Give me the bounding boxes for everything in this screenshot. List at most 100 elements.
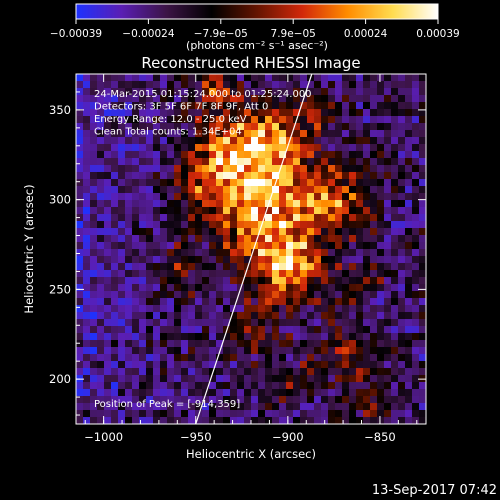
heatmap-cell <box>216 221 224 229</box>
heatmap-cell <box>405 235 413 243</box>
heatmap-cell <box>279 382 287 390</box>
heatmap-cell <box>391 403 399 411</box>
heatmap-cell <box>223 228 231 236</box>
heatmap-cell <box>153 130 161 138</box>
heatmap-cell <box>104 368 112 376</box>
heatmap-cell <box>146 74 154 82</box>
heatmap-cell <box>181 361 189 369</box>
heatmap-cell <box>405 144 413 152</box>
heatmap-cell <box>384 403 392 411</box>
heatmap-cell <box>76 158 84 166</box>
heatmap-cell <box>300 137 308 145</box>
heatmap-cell <box>328 375 336 383</box>
heatmap-cell <box>342 298 350 306</box>
heatmap-cell <box>111 277 119 285</box>
heatmap-cell <box>363 403 371 411</box>
heatmap-cell <box>328 396 336 404</box>
heatmap-cell <box>279 179 287 187</box>
heatmap-cell <box>384 417 392 424</box>
heatmap-cell <box>139 95 147 103</box>
heatmap-cell <box>118 214 126 222</box>
heatmap-cell <box>321 256 329 264</box>
heatmap-cell <box>195 263 203 271</box>
heatmap-cell <box>286 207 294 215</box>
heatmap-cell <box>419 277 426 285</box>
heatmap-cell <box>209 326 217 334</box>
heatmap-cell <box>405 277 413 285</box>
heatmap-cell <box>237 214 245 222</box>
heatmap-cell <box>384 214 392 222</box>
heatmap-cell <box>237 109 245 117</box>
heatmap-cell <box>342 284 350 292</box>
heatmap-cell <box>139 305 147 313</box>
heatmap-cell <box>90 270 98 278</box>
heatmap-cell <box>384 291 392 299</box>
heatmap-cell <box>216 256 224 264</box>
heatmap-cell <box>363 270 371 278</box>
heatmap-cell <box>293 256 301 264</box>
heatmap-cell <box>174 81 182 89</box>
heatmap-cell <box>237 347 245 355</box>
heatmap-cell <box>384 144 392 152</box>
heatmap-cell <box>405 291 413 299</box>
heatmap-cell <box>111 186 119 194</box>
heatmap-cell <box>412 298 420 306</box>
heatmap-cell <box>279 270 287 278</box>
heatmap-cell <box>293 298 301 306</box>
heatmap-cell <box>97 200 105 208</box>
heatmap-cell <box>314 347 322 355</box>
heatmap-cell <box>139 116 147 124</box>
heatmap-cell <box>342 333 350 341</box>
heatmap-cell <box>321 81 329 89</box>
heatmap-cell <box>118 95 126 103</box>
heatmap-cell <box>167 207 175 215</box>
heatmap-cell <box>153 256 161 264</box>
heatmap-cell <box>370 130 378 138</box>
heatmap-cell <box>391 417 399 424</box>
heatmap-cell <box>349 116 357 124</box>
heatmap-cell <box>272 109 280 117</box>
heatmap-cell <box>293 95 301 103</box>
heatmap-cell <box>97 144 105 152</box>
heatmap-cell <box>132 74 140 82</box>
heatmap-cell <box>384 151 392 159</box>
heatmap-cell <box>370 361 378 369</box>
heatmap-cell <box>125 207 133 215</box>
heatmap-cell <box>104 207 112 215</box>
heatmap-cell <box>377 389 385 397</box>
heatmap-cell <box>363 263 371 271</box>
heatmap-cell <box>104 396 112 404</box>
heatmap-cell <box>314 137 322 145</box>
heatmap-cell <box>363 298 371 306</box>
heatmap-cell <box>251 172 259 180</box>
heatmap-cell <box>188 144 196 152</box>
heatmap-cell <box>111 158 119 166</box>
heatmap-cell <box>279 298 287 306</box>
heatmap-cell <box>195 368 203 376</box>
heatmap-cell <box>153 193 161 201</box>
heatmap-cell <box>384 354 392 362</box>
heatmap-cell <box>83 95 91 103</box>
heatmap-cell <box>146 312 154 320</box>
heatmap-cell <box>286 200 294 208</box>
heatmap-cell <box>153 417 161 424</box>
heatmap-cell <box>216 130 224 138</box>
heatmap-cell <box>125 396 133 404</box>
heatmap-cell <box>223 263 231 271</box>
heatmap-cell <box>412 403 420 411</box>
heatmap-cell <box>202 137 210 145</box>
heatmap-cell <box>244 249 252 257</box>
heatmap-cell <box>405 137 413 145</box>
heatmap-cell <box>216 214 224 222</box>
heatmap-cell <box>307 207 315 215</box>
heatmap-cell <box>202 144 210 152</box>
heatmap-cell <box>293 319 301 327</box>
heatmap-cell <box>230 116 238 124</box>
heatmap-cell <box>237 235 245 243</box>
heatmap-cell <box>328 235 336 243</box>
heatmap-cell <box>104 298 112 306</box>
heatmap-cell <box>167 200 175 208</box>
heatmap-cell <box>111 137 119 145</box>
heatmap-cell <box>244 109 252 117</box>
heatmap-cell <box>76 340 84 348</box>
